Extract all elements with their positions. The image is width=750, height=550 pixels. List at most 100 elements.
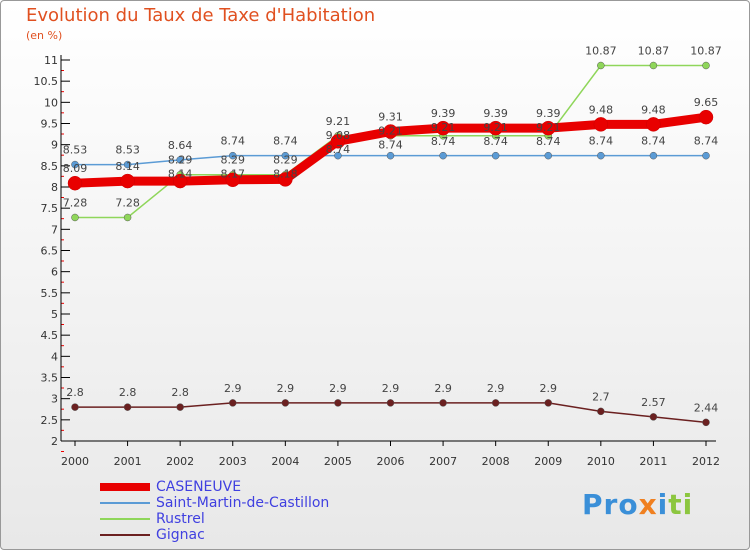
data-point bbox=[278, 172, 293, 187]
y-tick-label: 9 bbox=[51, 139, 58, 152]
data-label: 7.28 bbox=[63, 196, 88, 209]
data-point bbox=[281, 151, 290, 160]
data-point bbox=[225, 172, 240, 188]
data-label: 8.74 bbox=[378, 139, 403, 152]
data-point bbox=[435, 120, 451, 136]
y-tick-label: 7.5 bbox=[41, 202, 59, 215]
x-tick-label: 2011 bbox=[639, 455, 667, 468]
data-point bbox=[383, 124, 398, 139]
legend-label: Rustrel bbox=[156, 511, 205, 527]
data-label: 8.14 bbox=[168, 168, 193, 181]
data-label: 2.8 bbox=[119, 386, 137, 399]
data-point bbox=[386, 399, 395, 407]
y-tick-label: 5 bbox=[51, 308, 58, 321]
y-tick-label: 5.5 bbox=[41, 287, 59, 300]
legend: CASENEUVE Saint-Martin-de-Castillon Rustre… bbox=[100, 479, 329, 543]
x-tick-label: 2005 bbox=[324, 455, 352, 468]
data-label: 2.9 bbox=[277, 382, 295, 395]
data-label: 8.53 bbox=[63, 144, 88, 157]
y-tick-label: 8 bbox=[51, 181, 58, 194]
data-point bbox=[71, 160, 79, 169]
data-point bbox=[172, 173, 188, 189]
data-label: 9.65 bbox=[694, 96, 719, 109]
data-point bbox=[330, 134, 346, 149]
x-tick-label: 2003 bbox=[219, 455, 247, 468]
legend-label: CASENEUVE bbox=[156, 479, 242, 495]
data-point bbox=[597, 151, 605, 160]
data-label: 9.31 bbox=[378, 111, 403, 124]
y-tick-label: 4 bbox=[51, 350, 58, 363]
x-tick-label: 2000 bbox=[61, 455, 89, 468]
data-point bbox=[491, 399, 500, 407]
data-point bbox=[71, 213, 79, 222]
legend-label: Saint-Martin-de-Castillon bbox=[156, 495, 330, 511]
data-point bbox=[544, 151, 552, 160]
y-tick-label: 6 bbox=[51, 266, 58, 279]
x-tick-label: 2002 bbox=[166, 455, 194, 468]
data-point bbox=[702, 61, 710, 70]
y-tick-label: 2.5 bbox=[41, 414, 59, 427]
data-label: 8.29 bbox=[168, 154, 193, 167]
y-tick-label: 10 bbox=[44, 96, 58, 109]
chart-subtitle: (en %) bbox=[26, 29, 63, 42]
y-tick-label: 11 bbox=[44, 54, 58, 67]
data-label: 8.18 bbox=[273, 168, 298, 181]
data-point bbox=[229, 399, 237, 407]
data-label: 8.74 bbox=[483, 135, 508, 148]
data-point bbox=[646, 117, 661, 132]
x-tick-label: 2009 bbox=[534, 455, 562, 468]
data-label: 8.64 bbox=[168, 139, 193, 152]
y-tick-label: 6.5 bbox=[41, 245, 59, 258]
data-point bbox=[649, 151, 658, 160]
data-point bbox=[702, 151, 710, 160]
y-tick-label: 10.5 bbox=[34, 75, 59, 88]
data-point bbox=[698, 109, 714, 125]
data-label: 2.9 bbox=[382, 382, 400, 395]
x-tick-label: 2004 bbox=[271, 455, 299, 468]
data-label: 9.48 bbox=[641, 103, 666, 116]
data-label: 2.9 bbox=[329, 382, 347, 395]
data-label: 2.9 bbox=[224, 382, 242, 395]
data-label: 7.28 bbox=[115, 196, 140, 209]
data-point bbox=[597, 407, 605, 416]
legend-swatch bbox=[100, 534, 150, 536]
data-point bbox=[120, 173, 135, 189]
data-label: 9.21 bbox=[378, 125, 403, 138]
data-point bbox=[597, 61, 605, 70]
legend-label: Gignac bbox=[156, 527, 205, 543]
data-point bbox=[702, 418, 710, 427]
y-tick-label: 4.5 bbox=[41, 329, 59, 342]
data-label: 2.9 bbox=[487, 382, 505, 395]
data-point bbox=[541, 120, 556, 136]
proxiti-logo: Proxiti bbox=[582, 488, 694, 521]
data-point bbox=[386, 151, 395, 160]
data-label: 2.9 bbox=[434, 382, 452, 395]
data-label: 9.21 bbox=[536, 121, 561, 134]
data-label: 9.48 bbox=[589, 103, 614, 116]
y-tick-label: 9.5 bbox=[41, 118, 59, 131]
data-point bbox=[281, 399, 290, 407]
legend-swatch bbox=[100, 483, 150, 491]
chart-title: Evolution du Taux de Taxe d'Habitation bbox=[26, 5, 376, 26]
data-label: 8.74 bbox=[221, 135, 246, 148]
data-label: 9.08 bbox=[326, 129, 351, 142]
data-label: 10.87 bbox=[638, 45, 670, 58]
data-label: 10.87 bbox=[690, 45, 722, 58]
data-label: 10.87 bbox=[585, 45, 617, 58]
data-point bbox=[649, 413, 658, 421]
data-point bbox=[649, 61, 658, 70]
legend-item: Saint-Martin-de-Castillon bbox=[100, 495, 329, 511]
legend-swatch bbox=[100, 502, 150, 504]
data-point bbox=[491, 151, 500, 160]
data-label: 9.21 bbox=[431, 121, 456, 134]
data-label: 8.14 bbox=[115, 160, 140, 173]
data-label: 8.74 bbox=[326, 143, 351, 156]
data-point bbox=[123, 403, 132, 411]
legend-swatch bbox=[100, 518, 150, 520]
data-point bbox=[334, 151, 342, 160]
data-label: 2.9 bbox=[540, 382, 558, 395]
data-label: 8.74 bbox=[589, 135, 614, 148]
legend-item: CASENEUVE bbox=[100, 479, 329, 495]
y-tick-label: 7 bbox=[51, 223, 58, 236]
